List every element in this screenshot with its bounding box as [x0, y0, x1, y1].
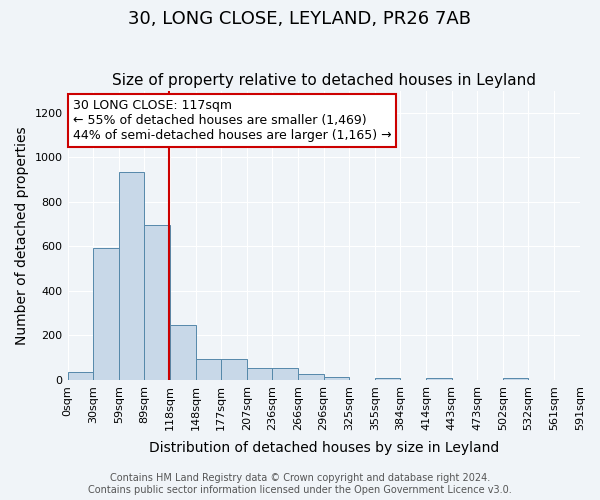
X-axis label: Distribution of detached houses by size in Leyland: Distribution of detached houses by size … — [149, 441, 499, 455]
Bar — [93, 248, 119, 380]
Text: 30 LONG CLOSE: 117sqm
← 55% of detached houses are smaller (1,469)
44% of semi-d: 30 LONG CLOSE: 117sqm ← 55% of detached … — [73, 99, 391, 142]
Bar — [298, 374, 323, 380]
Bar — [221, 359, 247, 380]
Bar — [323, 376, 349, 380]
Title: Size of property relative to detached houses in Leyland: Size of property relative to detached ho… — [112, 73, 536, 88]
Bar — [170, 326, 196, 380]
Bar — [375, 378, 400, 380]
Bar — [119, 172, 145, 380]
Bar — [503, 378, 529, 380]
Bar — [247, 368, 272, 380]
Bar — [426, 378, 452, 380]
Text: Contains HM Land Registry data © Crown copyright and database right 2024.
Contai: Contains HM Land Registry data © Crown c… — [88, 474, 512, 495]
Bar — [145, 226, 170, 380]
Bar — [68, 372, 93, 380]
Y-axis label: Number of detached properties: Number of detached properties — [15, 126, 29, 344]
Bar — [196, 359, 221, 380]
Text: 30, LONG CLOSE, LEYLAND, PR26 7AB: 30, LONG CLOSE, LEYLAND, PR26 7AB — [128, 10, 472, 28]
Bar — [272, 368, 298, 380]
